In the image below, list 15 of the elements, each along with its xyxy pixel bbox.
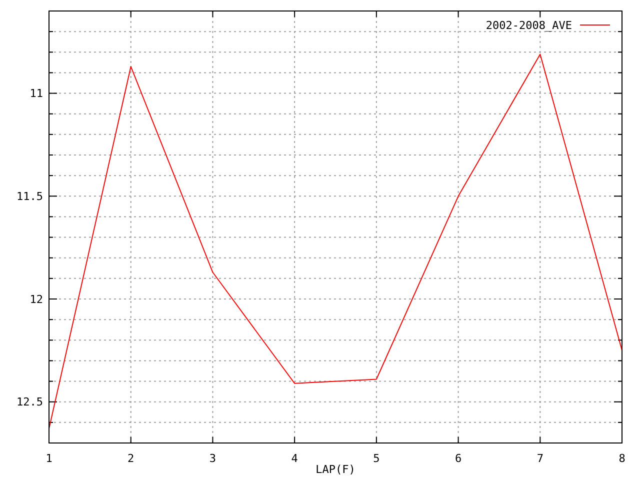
x-tick-label: 1 bbox=[46, 452, 52, 465]
y-tick-label: 12.5 bbox=[16, 396, 43, 409]
legend-label: 2002-2008_AVE bbox=[486, 18, 572, 32]
x-tick-label: 8 bbox=[618, 452, 626, 465]
x-tick-label: 4 bbox=[291, 452, 298, 465]
line-series bbox=[48, 54, 622, 430]
x-tick-label: 3 bbox=[209, 452, 216, 465]
x-tick-label: 5 bbox=[373, 452, 380, 465]
y-tick-label: 11.5 bbox=[16, 190, 43, 203]
x-axis-title: LAP(F) bbox=[316, 463, 356, 476]
y-tick-label: 12 bbox=[30, 292, 43, 306]
x-tick-label: 7 bbox=[536, 452, 544, 465]
x-tick-label: 2 bbox=[128, 452, 134, 465]
y-tick-label: 11 bbox=[30, 87, 43, 100]
x-tick-label: 6 bbox=[454, 452, 462, 465]
